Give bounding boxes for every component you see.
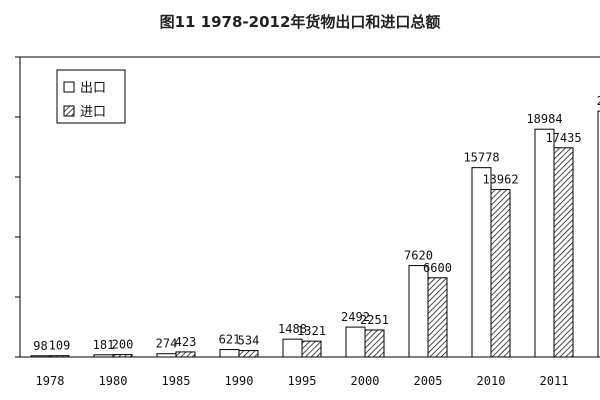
export-bar-1995 — [282, 338, 303, 358]
legend: 出口 进口 — [56, 69, 126, 124]
export-bar-1990 — [219, 349, 240, 358]
export-value-label-2010: 15778 — [463, 151, 499, 165]
export-bar-2010 — [471, 167, 492, 358]
x-tick-label-2011: 2011 — [540, 374, 569, 388]
import-value-label-1980: 200 — [112, 338, 134, 352]
import-value-label-1995: 1321 — [297, 324, 326, 338]
import-value-label-2005: 6600 — [423, 261, 452, 275]
export-bar-2000 — [345, 326, 366, 358]
export-bar-2011 — [534, 128, 555, 358]
export-value-label-1985: 274 — [156, 337, 178, 351]
export-bar-2012 — [597, 110, 600, 358]
import-bar-1995 — [301, 340, 322, 358]
x-tick-label-1978: 1978 — [36, 374, 65, 388]
x-tick-label-1985: 1985 — [162, 374, 191, 388]
x-tick-label-1995: 1995 — [288, 374, 317, 388]
export-value-label-1980: 181 — [93, 338, 115, 352]
export-value-label-2000: 2492 — [341, 310, 370, 324]
import-value-label-1990: 534 — [238, 334, 260, 348]
import-bar-2005 — [427, 277, 448, 358]
export-value-label-2011: 18984 — [526, 112, 562, 126]
import-bar-1985 — [175, 351, 196, 358]
import-bar-2000 — [364, 329, 385, 358]
import-value-label-2000: 2251 — [360, 313, 389, 327]
chart-title: 图11 1978-2012年货物出口和进口总额 — [160, 13, 441, 31]
x-tick-label-2005: 2005 — [414, 374, 443, 388]
export-value-label-2012: 204 — [597, 94, 600, 108]
legend-swatch-export — [63, 81, 75, 93]
x-tick-label-2000: 2000 — [351, 374, 380, 388]
export-value-label-2005: 7620 — [404, 249, 433, 263]
import-bar-2010 — [490, 188, 511, 358]
export-bar-2005 — [408, 265, 429, 358]
legend-swatch-import — [63, 105, 75, 117]
axes — [15, 56, 600, 358]
legend-label-export: 出口 — [80, 81, 106, 96]
legend-label-import: 进口 — [80, 105, 106, 120]
x-tick-label-1980: 1980 — [99, 374, 128, 388]
export-value-label-1990: 621 — [219, 333, 241, 347]
import-bar-1990 — [238, 350, 259, 358]
import-bar-2011 — [553, 147, 574, 358]
x-tick-labels: 1978198019851990199520002005201020112 — [36, 374, 569, 388]
import-value-label-2011: 17435 — [545, 131, 581, 145]
import-value-label-2010: 13962 — [482, 172, 518, 186]
x-tick-label-2010: 2010 — [477, 374, 506, 388]
x-tick-label-1990: 1990 — [225, 374, 254, 388]
export-value-label-1978: 98 — [33, 339, 47, 353]
import-value-label-1978: 109 — [49, 339, 71, 353]
bars — [30, 110, 600, 358]
import-value-label-1985: 423 — [175, 335, 197, 349]
export-value-label-1995: 1488 — [278, 322, 307, 336]
